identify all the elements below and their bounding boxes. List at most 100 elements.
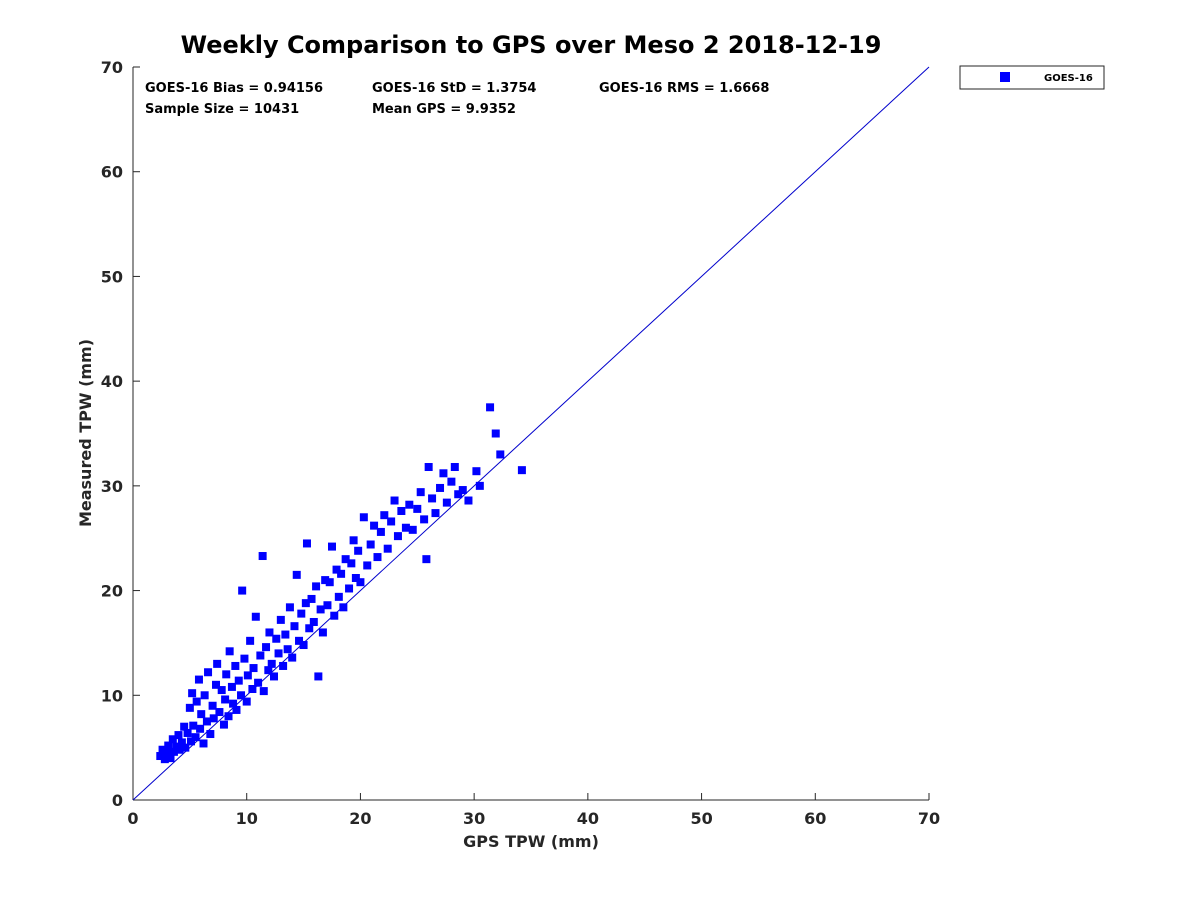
scatter-point [442, 498, 451, 507]
scatter-point [212, 680, 221, 689]
scatter-point [397, 506, 406, 515]
scatter-point [196, 724, 205, 733]
scatter-point [341, 555, 350, 564]
scatter-point [380, 511, 389, 520]
legend-marker-square-icon [1000, 72, 1010, 82]
scatter-point [199, 739, 208, 748]
stat-bias: GOES-16 Bias = 0.94156 [145, 81, 323, 96]
scatter-point [242, 697, 251, 706]
scatter-point [390, 496, 399, 505]
scatter-point [413, 504, 422, 513]
scatter-point [330, 611, 339, 620]
scatter-point [416, 488, 425, 497]
scatter-point [231, 661, 240, 670]
stats-annotations: GOES-16 Bias = 0.94156 GOES-16 StD = 1.3… [145, 81, 769, 117]
scatter-point [281, 630, 290, 639]
scatter-point [464, 496, 473, 505]
x-tick-label: 40 [577, 809, 599, 828]
scatter-points-goes16 [156, 403, 526, 764]
stat-sample-size: Sample Size = 10431 [145, 102, 299, 117]
scatter-point [486, 403, 495, 412]
stat-std: GOES-16 StD = 1.3754 [372, 81, 536, 96]
scatter-point [225, 647, 234, 656]
scatter-point [221, 695, 230, 704]
x-ticks: 0 10 20 30 40 50 60 70 [127, 793, 940, 828]
scatter-point [285, 603, 294, 612]
scatter-point [405, 500, 414, 509]
scatter-point [328, 542, 336, 551]
one-to-one-reference-line [132, 66, 930, 801]
scatter-point [307, 594, 316, 603]
scatter-point [349, 536, 358, 545]
scatter-point [259, 687, 268, 696]
y-tick-label: 60 [101, 163, 123, 182]
scatter-point [256, 651, 265, 660]
scatter-point [206, 730, 215, 739]
scatter-point [359, 513, 368, 522]
scatter-point [323, 601, 332, 610]
y-tick-label: 40 [101, 372, 123, 391]
scatter-point [156, 752, 165, 761]
scatter-point [208, 701, 217, 710]
scatter-point [383, 544, 392, 553]
scatter-point [299, 641, 308, 650]
scatter-point [168, 735, 177, 744]
scatter-point [297, 609, 306, 618]
scatter-point [337, 569, 346, 578]
scatter-point [270, 672, 279, 681]
y-tick-label: 20 [101, 582, 123, 601]
scatter-point [332, 565, 341, 574]
x-tick-label: 50 [690, 809, 712, 828]
scatter-point [160, 755, 169, 764]
scatter-point [204, 668, 213, 677]
scatter-point [376, 527, 385, 536]
scatter-point [186, 737, 195, 746]
scatter-point [246, 636, 255, 645]
scatter-point [316, 605, 325, 614]
scatter-point [181, 743, 190, 752]
scatter-point [264, 666, 273, 675]
scatter-point [408, 525, 417, 534]
scatter-point [200, 691, 209, 700]
scatter-point [283, 645, 292, 654]
scatter-point [517, 466, 526, 475]
y-axis-label: Measured TPW (mm) [76, 339, 95, 527]
scatter-point [215, 708, 224, 717]
scatter-point [347, 559, 356, 568]
scatter-point [454, 490, 463, 499]
scatter-point [450, 463, 459, 472]
y-tick-label: 0 [112, 791, 123, 810]
scatter-point [169, 747, 178, 756]
scatter-point [240, 654, 249, 663]
x-tick-label: 30 [463, 809, 485, 828]
scatter-point [439, 469, 448, 478]
scatter-point [295, 636, 304, 645]
scatter-point [232, 705, 241, 714]
scatter-point [229, 699, 238, 708]
scatter-point [194, 675, 203, 684]
scatter-point [401, 523, 410, 532]
scatter-point [265, 628, 274, 637]
scatter-point [267, 659, 276, 668]
scatter-point [491, 429, 500, 438]
scatter-point [238, 586, 247, 595]
scatter-point [345, 584, 354, 593]
legend: GOES-16 [959, 65, 1105, 90]
scatter-point [197, 710, 206, 719]
x-tick-label: 10 [236, 809, 258, 828]
scatter-point [163, 748, 172, 757]
scatter-point [339, 603, 348, 612]
y-tick-label: 10 [101, 686, 123, 705]
scatter-point [175, 745, 184, 754]
x-tick-label: 20 [349, 809, 371, 828]
scatter-point [436, 483, 445, 492]
scatter-point [393, 532, 402, 541]
scatter-point [234, 676, 243, 685]
scatter-point [354, 546, 363, 555]
stat-rms: GOES-16 RMS = 1.6668 [599, 81, 769, 96]
scatter-point [431, 509, 440, 518]
scatter-point [248, 685, 257, 694]
scatter-point [458, 486, 467, 495]
scatter-point [224, 712, 233, 721]
y-tick-label: 30 [101, 477, 123, 496]
